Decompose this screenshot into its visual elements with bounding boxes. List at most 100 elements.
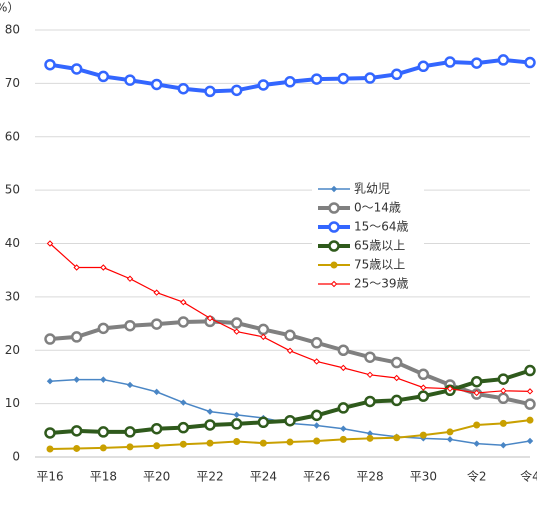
point bbox=[390, 394, 403, 407]
x-tick-label: 平22 bbox=[196, 470, 223, 484]
x-tick-label: 平18 bbox=[90, 470, 117, 484]
legend-box bbox=[312, 178, 424, 296]
point bbox=[70, 63, 83, 75]
x-tick-label: 平30 bbox=[410, 470, 437, 484]
point bbox=[204, 419, 216, 431]
y-tick-label: 70 bbox=[5, 76, 20, 90]
point bbox=[337, 402, 350, 414]
y-tick-label: 30 bbox=[5, 289, 20, 303]
x-tick-label: 令4 bbox=[520, 469, 537, 484]
point bbox=[310, 409, 323, 422]
series bbox=[44, 315, 536, 410]
point bbox=[177, 421, 190, 434]
legend-label: 15～64歳 bbox=[354, 220, 409, 234]
point bbox=[259, 439, 267, 447]
point bbox=[446, 385, 454, 392]
point bbox=[470, 375, 483, 388]
point bbox=[330, 280, 338, 288]
point bbox=[526, 437, 534, 445]
point bbox=[177, 82, 190, 95]
y-tick-label: 10 bbox=[5, 396, 20, 410]
point bbox=[328, 240, 340, 252]
point bbox=[310, 73, 323, 85]
point bbox=[524, 398, 536, 410]
point bbox=[284, 76, 296, 88]
x-tick-label: 平24 bbox=[250, 470, 277, 484]
point bbox=[126, 381, 134, 389]
point bbox=[46, 445, 54, 453]
legend-label: 65歳以上 bbox=[354, 239, 405, 253]
point bbox=[124, 74, 136, 86]
point bbox=[470, 57, 483, 69]
point bbox=[497, 54, 510, 66]
point bbox=[339, 435, 347, 443]
point bbox=[257, 416, 270, 429]
legend-label: 乳幼児 bbox=[354, 182, 390, 196]
point bbox=[179, 440, 187, 448]
point bbox=[260, 333, 267, 341]
point bbox=[153, 442, 161, 450]
point bbox=[73, 264, 80, 271]
point bbox=[46, 378, 54, 385]
point bbox=[99, 444, 107, 452]
point bbox=[100, 264, 107, 271]
point bbox=[337, 72, 350, 85]
point bbox=[366, 371, 374, 379]
point bbox=[153, 289, 160, 296]
point bbox=[73, 376, 80, 383]
point bbox=[328, 221, 340, 233]
point bbox=[340, 364, 347, 372]
y-axis-label: %） bbox=[0, 1, 19, 15]
point bbox=[284, 414, 296, 427]
point bbox=[153, 388, 160, 396]
point bbox=[150, 318, 163, 330]
point bbox=[524, 56, 536, 69]
point bbox=[420, 384, 427, 391]
point bbox=[206, 439, 214, 447]
point bbox=[500, 442, 507, 449]
point bbox=[230, 84, 243, 97]
y-tick-label: 60 bbox=[5, 129, 20, 143]
point bbox=[330, 261, 338, 269]
series bbox=[46, 416, 534, 453]
point bbox=[393, 374, 400, 382]
point bbox=[126, 443, 134, 451]
point bbox=[330, 185, 338, 193]
point bbox=[417, 60, 430, 73]
point bbox=[97, 426, 110, 438]
point bbox=[100, 376, 107, 383]
point bbox=[286, 347, 294, 354]
point bbox=[526, 388, 534, 395]
point bbox=[393, 434, 401, 442]
point bbox=[204, 85, 216, 98]
point bbox=[446, 436, 454, 443]
point bbox=[46, 240, 54, 247]
point bbox=[70, 425, 83, 437]
point bbox=[206, 408, 214, 415]
point bbox=[390, 356, 403, 369]
y-tick-label: 20 bbox=[5, 343, 20, 357]
legend-label: 25～39歳 bbox=[354, 277, 409, 291]
point bbox=[337, 344, 350, 356]
point bbox=[417, 368, 430, 381]
point bbox=[230, 317, 243, 329]
series bbox=[44, 364, 536, 439]
point bbox=[44, 58, 56, 71]
point bbox=[97, 322, 110, 335]
point bbox=[286, 438, 294, 446]
point bbox=[150, 78, 163, 91]
point bbox=[257, 323, 270, 336]
point bbox=[284, 329, 296, 342]
x-tick-label: 平20 bbox=[143, 470, 170, 484]
point bbox=[473, 440, 480, 447]
point bbox=[446, 428, 454, 436]
y-tick-label: 80 bbox=[5, 23, 20, 37]
point bbox=[417, 390, 430, 402]
point bbox=[473, 389, 480, 397]
point bbox=[70, 331, 83, 343]
point bbox=[497, 373, 510, 385]
point bbox=[177, 316, 190, 328]
point bbox=[499, 419, 507, 427]
y-tick-label: 0 bbox=[12, 450, 20, 464]
